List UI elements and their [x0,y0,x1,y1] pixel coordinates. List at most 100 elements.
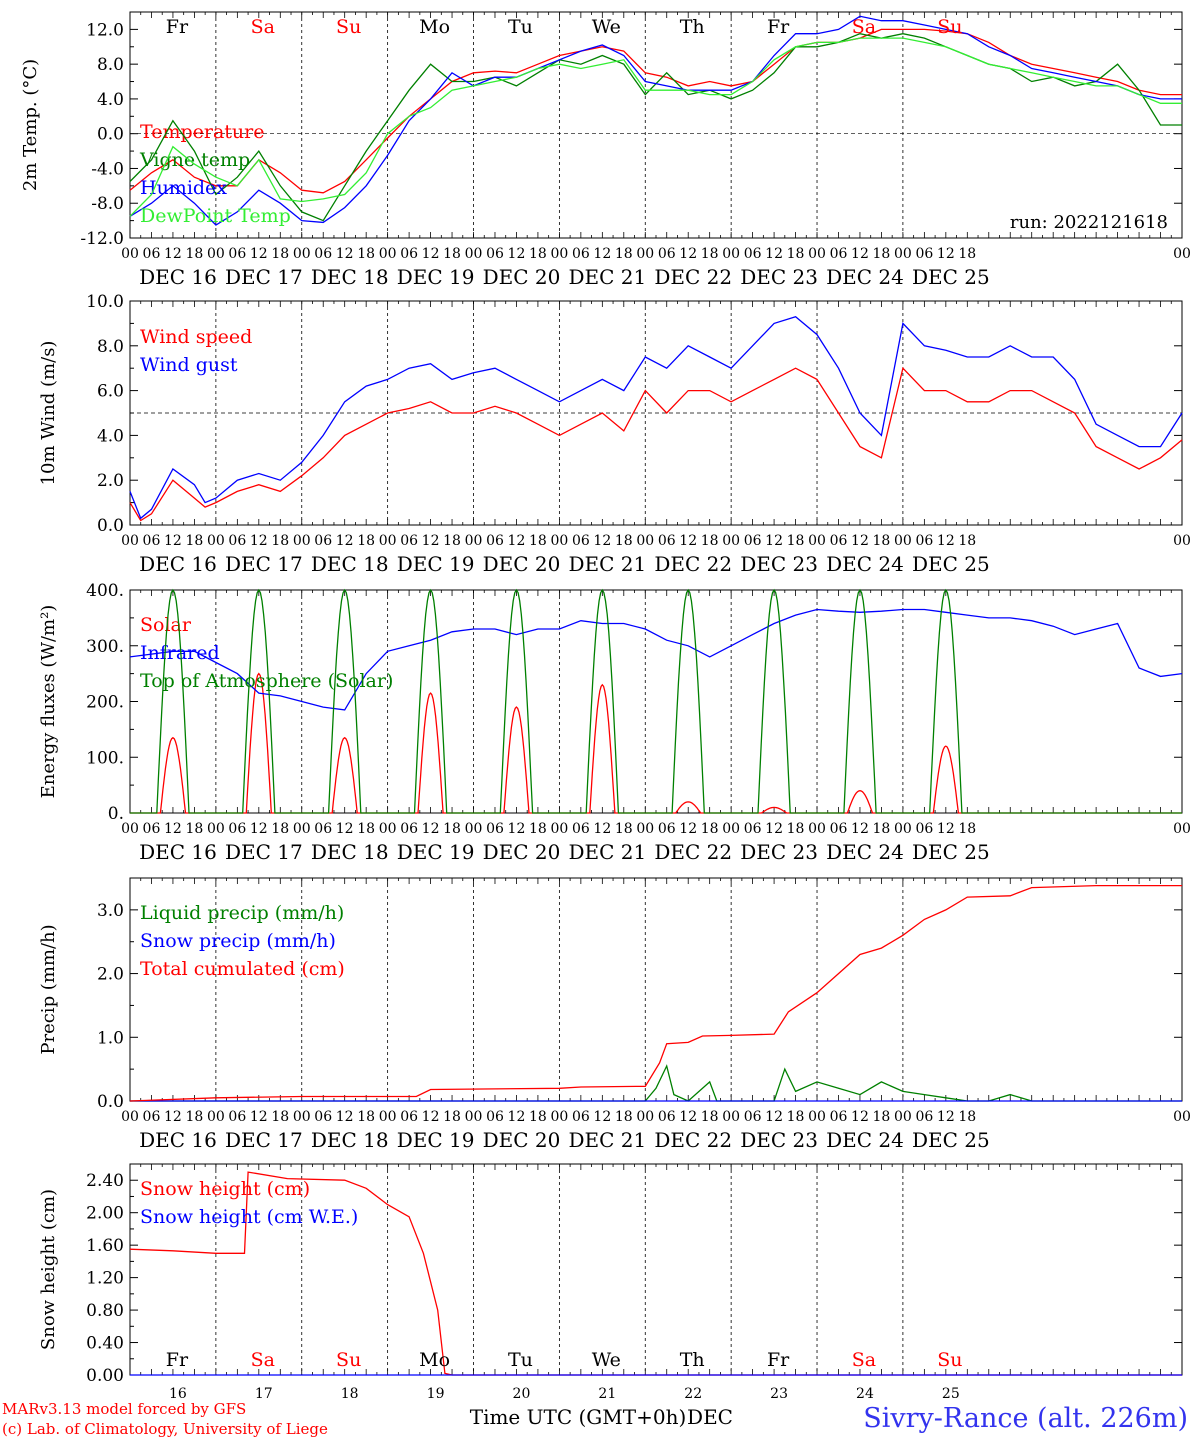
hour-tick-label: 18 [529,1109,547,1125]
y-tick-label: 100. [86,748,124,768]
day-name-sa: Sa [852,16,876,38]
hour-tick-label: 18 [873,246,891,262]
hour-tick-label: 12 [851,821,869,837]
hour-tick-label: 06 [830,246,848,262]
day-name-tu: Tu [508,1349,533,1371]
hour-tick-label: 12 [164,1109,182,1125]
hour-tick-label: 00 [550,1109,568,1125]
hour-tick-label: 00 [808,1109,826,1125]
hour-tick-label: 18 [873,821,891,837]
legend-temperature: Temperature [140,121,264,143]
hour-tick-label: 00 [379,246,397,262]
day-name-su: Su [937,1349,962,1371]
hour-tick-label: 06 [314,1109,332,1125]
hour-tick-label: 00 [636,821,654,837]
legend-wind-speed: Wind speed [140,326,252,348]
date-label: DEC 23 [740,1128,818,1152]
hour-tick-label: 18 [701,533,719,549]
hour-tick-label: 06 [744,821,762,837]
hour-tick-label: 12 [164,821,182,837]
hour-tick-label: 06 [744,246,762,262]
date-label: DEC 21 [568,1128,646,1152]
series-line-infrared [129,608,1183,711]
date-label: DEC 18 [311,552,389,576]
date-label: DEC 19 [397,840,475,864]
date-label: DEC 20 [483,265,561,289]
hour-tick-label: 12 [679,821,697,837]
legend-wind-gust: Wind gust [140,354,238,376]
hour-tick-label: 00 [894,1109,912,1125]
hour-tick-label: 18 [873,1109,891,1125]
hour-tick-label: 12 [765,246,783,262]
hour-tick-label: 18 [958,246,976,262]
hour-tick-label: 06 [572,533,590,549]
y-tick-label: -4.0 [91,159,124,179]
x-axis-title: Time UTC (GMT+0h) [470,1405,687,1429]
series-line-temperature [129,28,1182,194]
day-name-sa: Sa [251,16,275,38]
hour-tick-label: 12 [765,821,783,837]
y-tick-label: 2.0 [97,471,124,491]
hour-tick-label: 12 [336,246,354,262]
hour-tick-label: 06 [572,821,590,837]
series-line-snow-height-cm [129,1171,1182,1376]
y-tick-label: 1.20 [86,1269,124,1289]
x-axis-month: DEC [687,1405,733,1429]
hour-tick-label: 18 [443,821,461,837]
day-name-fr: Fr [166,1349,189,1371]
hour-tick-label: 00 [1173,246,1191,262]
hour-tick-label: 18 [185,533,203,549]
date-label: DEC 19 [397,1128,475,1152]
y-tick-label: -12.0 [80,229,124,249]
hour-tick-label: 00 [636,1109,654,1125]
date-label: DEC 19 [397,552,475,576]
y-tick-label: 4.0 [97,90,124,110]
day-number: 25 [942,1386,960,1402]
legend-vigne-temp: Vigne temp [139,149,250,171]
run-label: run: 2022121618 [1010,212,1168,233]
hour-tick-label: 00 [379,1109,397,1125]
legend-infrared: Infrared [140,642,220,664]
hour-tick-label: 00 [293,1109,311,1125]
hour-tick-label: 00 [465,821,483,837]
hour-tick-label: 06 [486,533,504,549]
y-tick-label: 400. [86,581,124,601]
hour-tick-label: 12 [250,246,268,262]
hour-tick-label: 12 [250,533,268,549]
hour-tick-label: 00 [379,533,397,549]
hour-tick-label: 18 [701,246,719,262]
hour-tick-label: 06 [314,246,332,262]
credit-line-2: (c) Lab. of Climatology, University of L… [2,1420,328,1438]
day-name-sa: Sa [852,1349,876,1371]
y-tick-label: 1.60 [86,1236,124,1256]
hour-tick-label: 00 [1173,821,1191,837]
date-label: DEC 20 [483,1128,561,1152]
hour-tick-label: 12 [250,821,268,837]
legend-top-of-atmosphere-solar: Top of Atmosphere (Solar) [140,670,393,692]
y-tick-label: 6.0 [97,382,124,402]
hour-tick-label: 00 [207,821,225,837]
legend-snow-height-cm: Snow height (cm) [140,1178,310,1200]
date-label: DEC 24 [826,265,904,289]
y-tick-label: 1.0 [97,1028,124,1048]
hour-tick-label: 06 [486,246,504,262]
hour-tick-label: 06 [915,246,933,262]
hour-tick-label: 00 [121,1109,139,1125]
date-label: DEC 16 [139,265,217,289]
hour-tick-label: 00 [636,246,654,262]
hour-tick-label: 06 [915,821,933,837]
day-name-fr: Fr [767,16,790,38]
day-number: 20 [513,1386,531,1402]
hour-tick-label: 06 [143,821,161,837]
hour-tick-label: 18 [529,246,547,262]
hour-tick-label: 00 [722,533,740,549]
hour-tick-label: 00 [894,246,912,262]
y-tick-label: 0.0 [97,1092,124,1112]
hour-tick-label: 12 [508,533,526,549]
hour-tick-label: 06 [228,1109,246,1125]
date-label: DEC 23 [740,840,818,864]
date-label: DEC 20 [483,840,561,864]
hour-tick-label: 00 [1173,533,1191,549]
date-label: DEC 17 [225,552,303,576]
y-axis-label: 10m Wind (m/s) [38,341,59,486]
